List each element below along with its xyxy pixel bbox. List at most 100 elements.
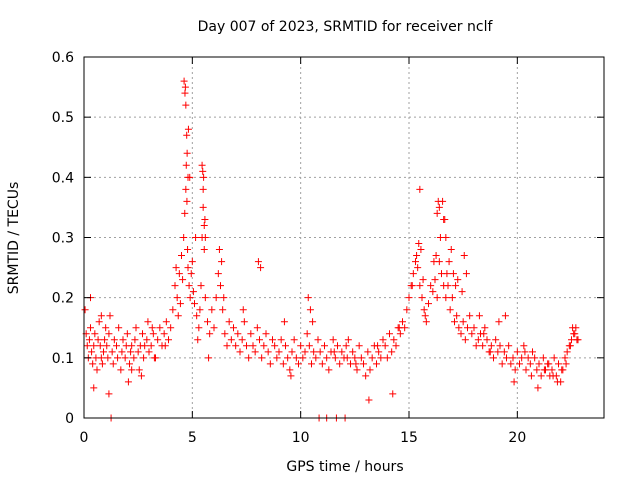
data-point <box>445 258 453 266</box>
data-point <box>106 312 114 320</box>
data-point <box>119 336 127 344</box>
data-point <box>314 336 322 344</box>
x-axis-label: GPS time / hours <box>286 459 403 475</box>
data-point <box>531 354 539 362</box>
y-axis-label: SRMTID / TECUs <box>6 182 22 295</box>
data-point <box>460 252 468 260</box>
data-point <box>490 354 497 362</box>
data-point <box>509 354 517 362</box>
data-point <box>223 342 231 350</box>
data-point <box>176 300 184 308</box>
data-point <box>442 294 450 302</box>
data-point <box>205 354 213 362</box>
data-point <box>566 342 574 350</box>
data-point <box>292 354 300 362</box>
data-point <box>334 342 341 350</box>
x-tick-label: 10 <box>292 430 310 446</box>
data-point <box>195 324 203 332</box>
data-point <box>433 209 441 217</box>
data-point <box>83 342 91 350</box>
data-point <box>134 348 142 356</box>
data-point <box>373 360 380 368</box>
data-point <box>110 336 118 344</box>
data-point <box>287 372 295 380</box>
data-point <box>90 384 98 392</box>
x-tick-label: 15 <box>400 430 418 446</box>
data-point <box>403 306 411 314</box>
data-point <box>466 312 474 320</box>
data-point <box>366 366 374 374</box>
data-point <box>91 330 99 338</box>
data-point <box>115 324 123 332</box>
x-tick-label: 5 <box>188 430 197 446</box>
data-point <box>108 348 116 356</box>
data-point <box>199 167 207 175</box>
data-point <box>183 149 191 157</box>
data-point <box>277 336 285 344</box>
data-point <box>414 264 422 272</box>
data-point <box>301 348 309 356</box>
data-point <box>464 324 471 332</box>
data-point <box>286 366 294 374</box>
data-point <box>458 288 466 296</box>
data-point <box>399 318 406 326</box>
data-point <box>331 354 339 362</box>
data-point <box>360 360 367 368</box>
data-point <box>127 348 135 356</box>
data-point <box>433 294 441 302</box>
data-point <box>446 306 454 314</box>
data-point <box>416 185 424 193</box>
data-point <box>273 354 281 362</box>
data-point <box>182 101 190 109</box>
data-point <box>452 282 460 290</box>
data-point <box>131 336 139 344</box>
data-point <box>475 312 483 320</box>
data-point <box>94 336 102 344</box>
data-point <box>549 372 557 380</box>
data-point <box>430 258 438 266</box>
data-point <box>145 348 153 356</box>
data-point <box>420 306 428 314</box>
data-point <box>494 348 502 356</box>
data-point <box>501 312 509 320</box>
data-point <box>87 324 94 332</box>
data-point <box>569 324 577 332</box>
data-point <box>178 252 185 260</box>
data-point <box>175 270 183 278</box>
data-point <box>412 258 419 266</box>
data-point <box>123 330 131 338</box>
data-point <box>130 354 138 362</box>
data-point <box>201 234 209 241</box>
data-point <box>109 360 117 368</box>
data-point <box>474 336 482 344</box>
data-point <box>262 330 270 338</box>
data-point <box>306 306 314 314</box>
data-point <box>184 173 192 181</box>
data-point <box>126 360 133 368</box>
data-point <box>524 354 532 362</box>
data-point <box>318 360 326 368</box>
data-point <box>113 342 120 350</box>
data-point <box>102 324 110 332</box>
data-point <box>147 342 155 350</box>
data-point <box>183 131 191 139</box>
data-point <box>193 312 201 320</box>
data-point <box>309 318 317 326</box>
x-tick-label: 0 <box>80 430 89 446</box>
data-point <box>459 318 467 326</box>
data-point <box>171 282 179 290</box>
data-point <box>197 282 205 290</box>
data-point <box>527 372 535 380</box>
data-point <box>95 318 103 326</box>
data-points <box>81 77 582 422</box>
data-point <box>105 390 113 398</box>
data-point <box>344 336 352 344</box>
data-point <box>362 372 370 380</box>
data-point <box>435 203 443 211</box>
data-point <box>297 342 305 350</box>
data-point <box>227 336 235 344</box>
data-point <box>545 360 553 368</box>
data-point <box>444 282 452 290</box>
data-point <box>219 306 227 314</box>
